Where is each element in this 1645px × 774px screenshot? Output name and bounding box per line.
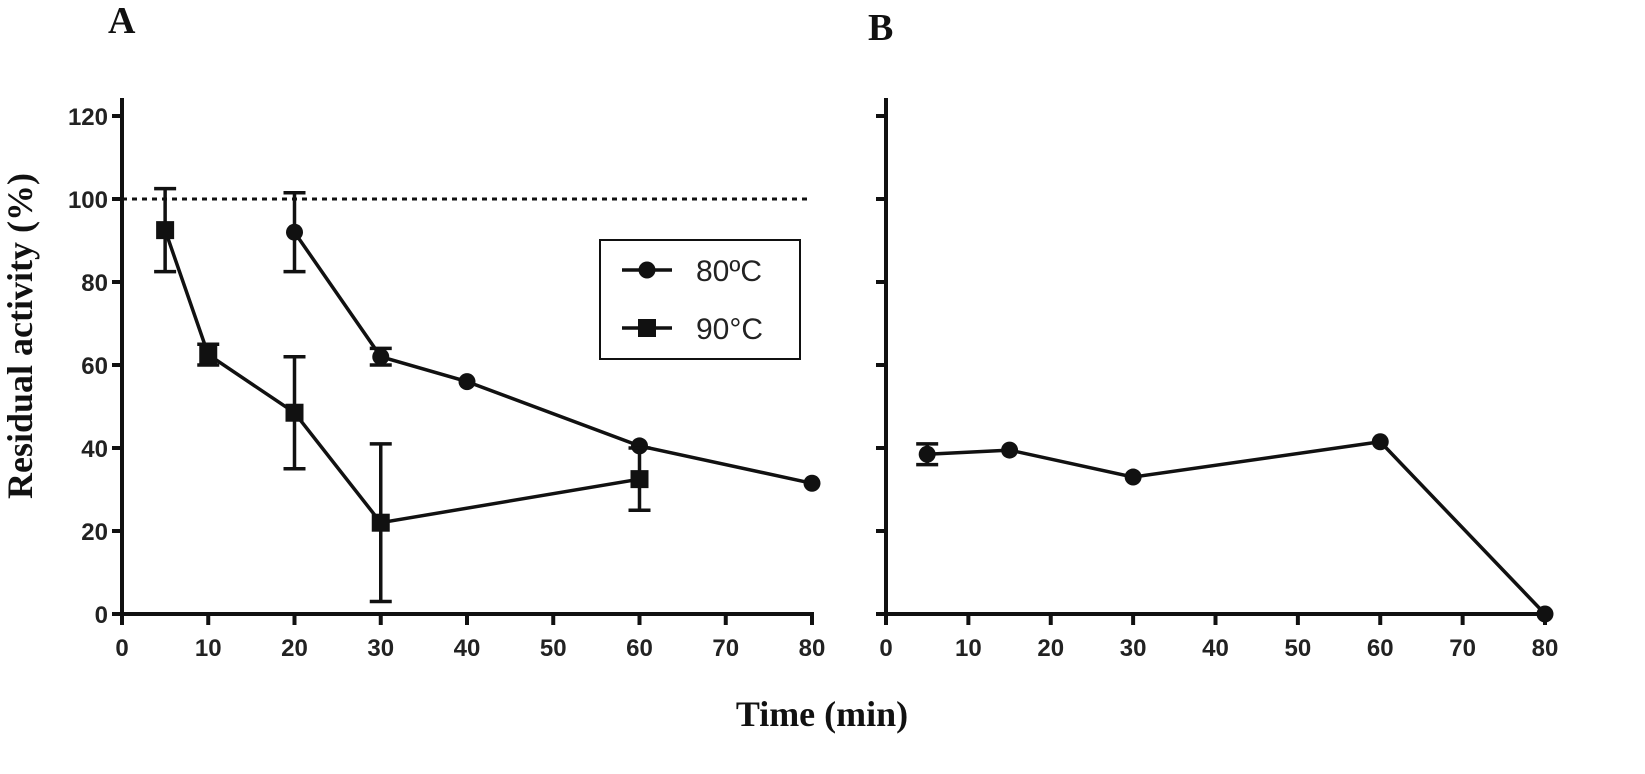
panel-b-x-tick-label: 80 (1532, 635, 1559, 662)
x-axis-title: Time (min) (736, 694, 908, 734)
panel-a-plot: 0 20 40 60 80 100 120 0 10 20 30 40 50 60 70 80 80ºC 90°C (68, 98, 825, 662)
legend-marker-2 (638, 319, 656, 337)
panel-b-series-1-point (1124, 468, 1142, 486)
panel-a-y-tick-label: 120 (68, 104, 108, 131)
panel-a-series-1-point (803, 474, 821, 492)
panel-b: B 0 10 20 30 40 50 60 70 80 (868, 7, 1558, 662)
panel-a-series-1-point (286, 223, 303, 241)
panel-b-x-tick-label: 10 (955, 635, 982, 662)
panel-a: A 0 20 40 60 80 100 120 0 10 20 30 40 50 60 70 80 80ºC 90… (0, 0, 825, 662)
panel-b-x-tick-label: 50 (1285, 635, 1312, 662)
legend-label-1: 80ºC (696, 255, 762, 288)
panel-b-x-tick-label: 60 (1367, 635, 1394, 662)
panel-a-x-tick-label: 80 (799, 635, 826, 662)
panel-b-series-1-point (1371, 433, 1389, 451)
panel-a-series-1-point (458, 373, 476, 391)
panel-b-x-tick-label: 20 (1037, 635, 1064, 662)
panel-a-x-tick-label: 0 (115, 635, 128, 662)
panel-b-series-1-point (918, 445, 936, 463)
panel-b-x-tick-label: 70 (1449, 635, 1476, 662)
panel-a-x-tick-label: 20 (281, 635, 308, 662)
panel-b-plot: 0 10 20 30 40 50 60 70 80 (876, 98, 1558, 662)
panel-a-series-2-point (285, 403, 304, 422)
panel-a-legend: 80ºC 90°C (599, 239, 801, 360)
panel-a-y-tick-label: 80 (81, 270, 108, 297)
legend-label-2: 90°C (696, 313, 763, 346)
panel-a-series-2-point (630, 470, 649, 489)
panel-b-series-1-point (1536, 605, 1554, 623)
y-axis-title: Residual activity (%) (0, 173, 40, 499)
panel-a-series-2-point (156, 221, 175, 240)
panel-a-y-tick-label: 40 (81, 436, 108, 463)
panel-a-y-tick-label: 100 (68, 187, 108, 214)
panel-a-series-1-point (631, 437, 648, 455)
panel-a-x-tick-label: 50 (540, 635, 567, 662)
panel-a-y-tick-label: 60 (81, 353, 108, 380)
panel-b-letter: B (868, 7, 893, 49)
panel-b-x-tick-label: 30 (1120, 635, 1147, 662)
panel-a-series-2-point (199, 345, 218, 364)
panel-b-x-tick-label: 0 (879, 635, 892, 662)
panel-a-letter: A (108, 0, 136, 42)
panel-b-x-tick-label: 40 (1202, 635, 1229, 662)
panel-a-y-tick-label: 20 (81, 519, 108, 546)
panel-a-x-tick-label: 40 (454, 635, 481, 662)
panel-a-series-1-point (372, 348, 390, 366)
panel-a-x-tick-label: 30 (367, 635, 394, 662)
panel-b-series-1-point (1001, 441, 1019, 459)
panel-a-series-2-point (371, 513, 390, 532)
panel-a-x-tick-label: 10 (195, 635, 222, 662)
panel-a-y-tick-label: 0 (95, 602, 108, 629)
panel-a-x-tick-label: 70 (712, 635, 739, 662)
legend-box (599, 239, 801, 360)
panel-a-x-tick-label: 60 (626, 635, 653, 662)
legend-marker-1 (638, 261, 656, 279)
